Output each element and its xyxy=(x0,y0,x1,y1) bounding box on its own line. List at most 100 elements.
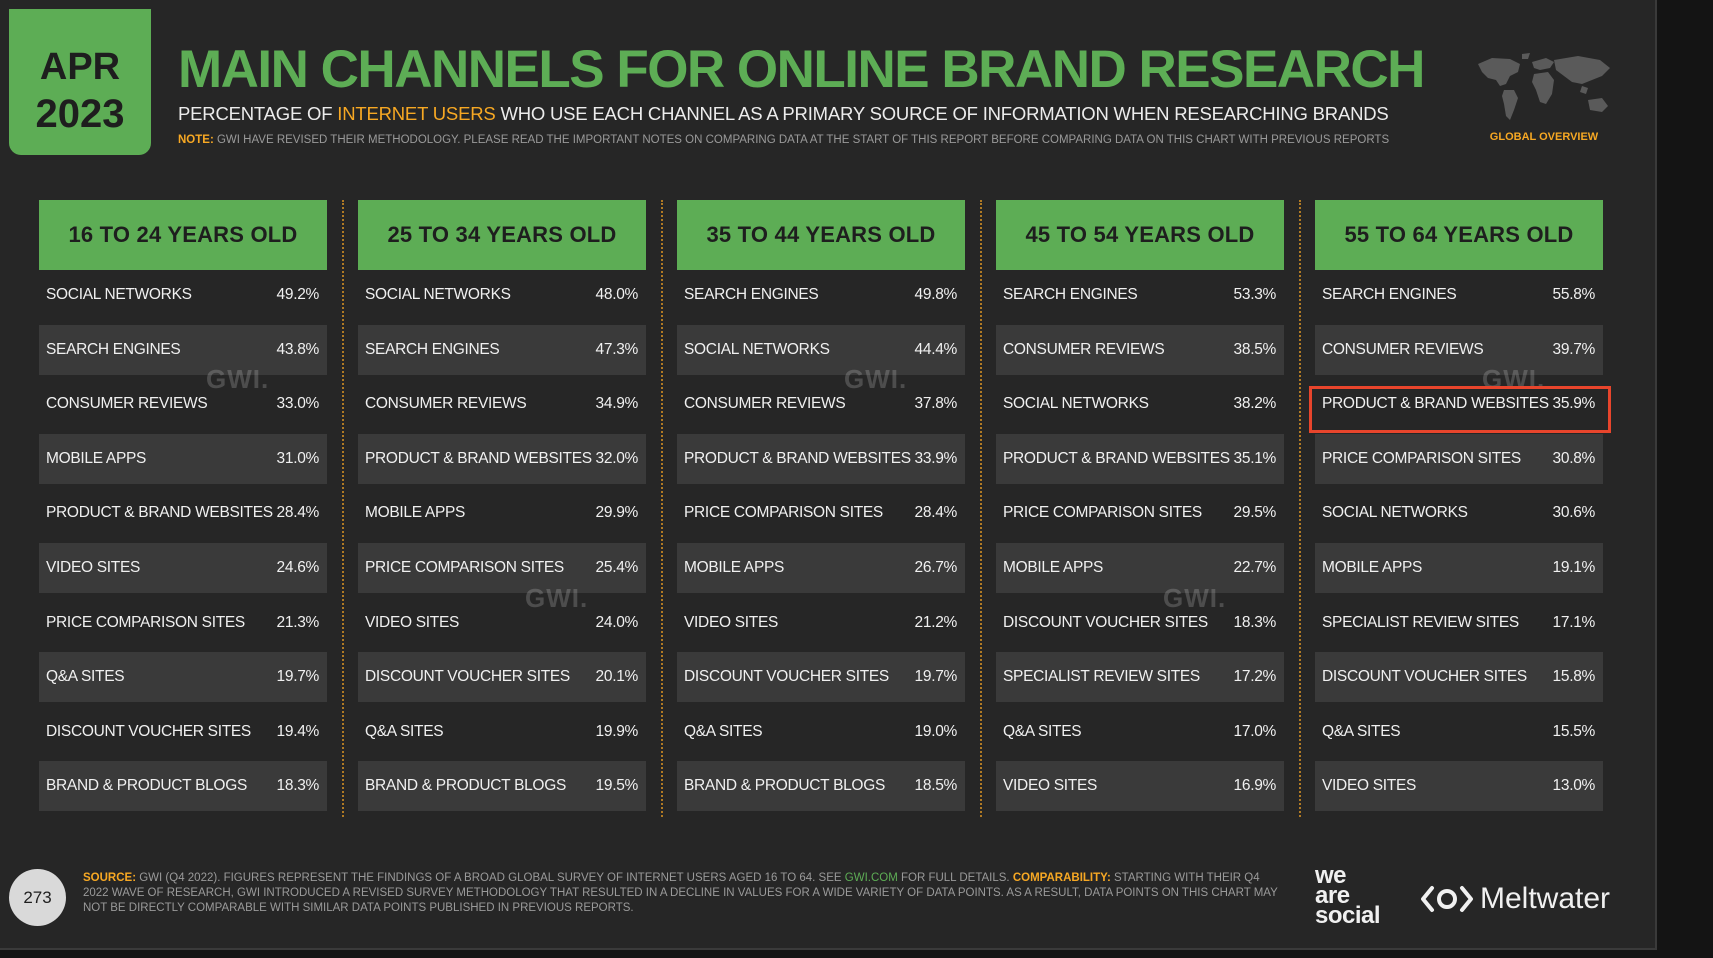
row-label: MOBILE APPS xyxy=(1003,558,1104,576)
row-label: DISCOUNT VOUCHER SITES xyxy=(1322,668,1527,686)
date-badge: APR 2023 xyxy=(9,9,151,155)
gwi-watermark: GWI. xyxy=(525,583,589,613)
table-row: CONSUMER REVIEWS 38.5% xyxy=(996,324,1284,375)
row-label: MOBILE APPS xyxy=(684,558,785,576)
table-row: PRODUCT & BRAND WEBSITES 33.9% xyxy=(677,433,965,484)
column-rows: SEARCH ENGINES 55.8% CONSUMER REVIEWS 39.7%… xyxy=(1315,270,1603,812)
meltwater-wordmark: Meltwater xyxy=(1480,882,1611,915)
row-value: 35.9% xyxy=(1552,395,1596,413)
row-label: PRICE COMPARISON SITES xyxy=(365,558,564,576)
table-row: Q&A SITES 15.5% xyxy=(1315,706,1603,757)
column-rows: SEARCH ENGINES 53.3% CONSUMER REVIEWS 38.5%… xyxy=(996,270,1284,812)
table-row: CONSUMER REVIEWS 34.9% xyxy=(358,379,646,430)
row-value: 29.9% xyxy=(595,504,639,522)
row-label: SEARCH ENGINES xyxy=(1322,286,1457,303)
page-number: 273 xyxy=(9,869,66,926)
row-value: 17.1% xyxy=(1552,613,1596,631)
table-row: SEARCH ENGINES 49.8% xyxy=(677,270,965,320)
row-value: 33.0% xyxy=(276,395,320,413)
table-row: Q&A SITES 19.7% xyxy=(39,652,327,703)
column-header: 55 TO 64 YEARS OLD xyxy=(1315,200,1603,270)
age-column: 16 TO 24 YEARS OLD SOCIAL NETWORKS 49.2% SE… xyxy=(39,200,327,812)
row-value: 34.9% xyxy=(595,395,639,413)
row-label: SEARCH ENGINES xyxy=(684,286,819,303)
row-value: 18.5% xyxy=(914,777,958,795)
row-value: 32.0% xyxy=(595,449,639,467)
row-label: VIDEO SITES xyxy=(684,613,779,631)
row-label: PRICE COMPARISON SITES xyxy=(1003,504,1202,522)
column-header: 35 TO 44 YEARS OLD xyxy=(677,200,965,270)
row-label: DISCOUNT VOUCHER SITES xyxy=(1003,613,1208,631)
row-value: 53.3% xyxy=(1233,286,1277,303)
table-row: DISCOUNT VOUCHER SITES 19.4% xyxy=(39,706,327,757)
column-separator xyxy=(980,200,982,817)
age-column: 45 TO 54 YEARS OLD SEARCH ENGINES 53.3% CON… xyxy=(996,200,1284,812)
row-label: MOBILE APPS xyxy=(1322,558,1423,576)
logo-word-social: social xyxy=(1315,902,1381,929)
row-label: CONSUMER REVIEWS xyxy=(1322,340,1484,358)
row-label: Q&A SITES xyxy=(1322,722,1401,740)
table-row: BRAND & PRODUCT BLOGS 18.3% xyxy=(39,761,327,812)
row-label: Q&A SITES xyxy=(684,722,763,740)
source-link[interactable]: GWI.COM xyxy=(844,872,898,884)
table-row: SEARCH ENGINES 55.8% xyxy=(1315,270,1603,320)
table-row: SPECIALIST REVIEW SITES 17.2% xyxy=(996,652,1284,703)
row-value: 21.2% xyxy=(914,613,958,631)
table-row: VIDEO SITES 21.2% xyxy=(677,597,965,648)
row-value: 24.6% xyxy=(276,558,320,576)
row-value: 43.8% xyxy=(276,340,320,358)
row-label: SOCIAL NETWORKS xyxy=(684,340,830,358)
methodology-note: NOTE: GWI HAVE REVISED THEIR METHODOLOGY… xyxy=(178,134,1389,146)
column-separator xyxy=(342,200,344,817)
row-label: Q&A SITES xyxy=(1003,722,1082,740)
row-value: 18.3% xyxy=(276,777,320,795)
row-label: PRODUCT & BRAND WEBSITES xyxy=(365,449,592,467)
gwi-watermark: GWI. xyxy=(206,364,270,394)
table-row: SOCIAL NETWORKS 49.2% xyxy=(39,270,327,320)
row-value: 13.0% xyxy=(1552,777,1596,795)
table-row: DISCOUNT VOUCHER SITES 15.8% xyxy=(1315,652,1603,703)
table-row: MOBILE APPS 19.1% xyxy=(1315,542,1603,593)
row-value: 35.1% xyxy=(1233,449,1277,467)
row-label: SOCIAL NETWORKS xyxy=(46,286,192,303)
column-header: 16 TO 24 YEARS OLD xyxy=(39,200,327,270)
row-value: 38.2% xyxy=(1233,395,1277,413)
row-label: CONSUMER REVIEWS xyxy=(1003,340,1165,358)
row-label: DISCOUNT VOUCHER SITES xyxy=(365,668,570,686)
row-label: Q&A SITES xyxy=(46,668,125,686)
row-value: 19.0% xyxy=(914,722,958,740)
slide: APR 2023 MAIN CHANNELS FOR ONLINE BRAND … xyxy=(0,0,1657,950)
row-label: PRODUCT & BRAND WEBSITES xyxy=(684,449,911,467)
row-label: SOCIAL NETWORKS xyxy=(1322,504,1468,522)
row-label: PRICE COMPARISON SITES xyxy=(1322,449,1521,467)
row-label: CONSUMER REVIEWS xyxy=(684,395,846,413)
table-row: SOCIAL NETWORKS 44.4% xyxy=(677,324,965,375)
row-label: VIDEO SITES xyxy=(1322,777,1417,795)
row-label: PRICE COMPARISON SITES xyxy=(684,504,883,522)
row-value: 20.1% xyxy=(595,668,639,686)
source-note: SOURCE: GWI (Q4 2022). FIGURES REPRESENT… xyxy=(83,871,1283,916)
source-text-2: FOR FULL DETAILS. xyxy=(897,872,1013,884)
date-month: APR xyxy=(39,46,121,88)
row-label: SEARCH ENGINES xyxy=(1003,286,1138,303)
row-value: 19.4% xyxy=(276,722,320,740)
column-rows: SOCIAL NETWORKS 48.0% SEARCH ENGINES 47.3% C… xyxy=(358,270,646,812)
row-label: VIDEO SITES xyxy=(365,613,460,631)
row-value: 15.5% xyxy=(1552,722,1596,740)
subtitle-text-after: WHO USE EACH CHANNEL AS A PRIMARY SOURCE… xyxy=(495,103,1389,124)
column-separator xyxy=(661,200,663,817)
table-row: Q&A SITES 19.9% xyxy=(358,706,646,757)
table-row: PRICE COMPARISON SITES 21.3% xyxy=(39,597,327,648)
row-value: 30.6% xyxy=(1552,504,1596,522)
note-label: NOTE: xyxy=(178,134,214,146)
row-label: PRODUCT & BRAND WEBSITES xyxy=(1003,449,1230,467)
table-row: SPECIALIST REVIEW SITES 17.1% xyxy=(1315,597,1603,648)
table-row: PRICE COMPARISON SITES 28.4% xyxy=(677,488,965,539)
column-separator xyxy=(1299,200,1301,817)
source-text: GWI (Q4 2022). FIGURES REPRESENT THE FIN… xyxy=(136,872,845,884)
row-label: PRODUCT & BRAND WEBSITES xyxy=(46,504,273,522)
row-label: BRAND & PRODUCT BLOGS xyxy=(365,777,566,795)
row-value: 48.0% xyxy=(595,286,639,303)
row-label: PRODUCT & BRAND WEBSITES xyxy=(1322,395,1549,413)
source-label: SOURCE: xyxy=(83,872,137,884)
